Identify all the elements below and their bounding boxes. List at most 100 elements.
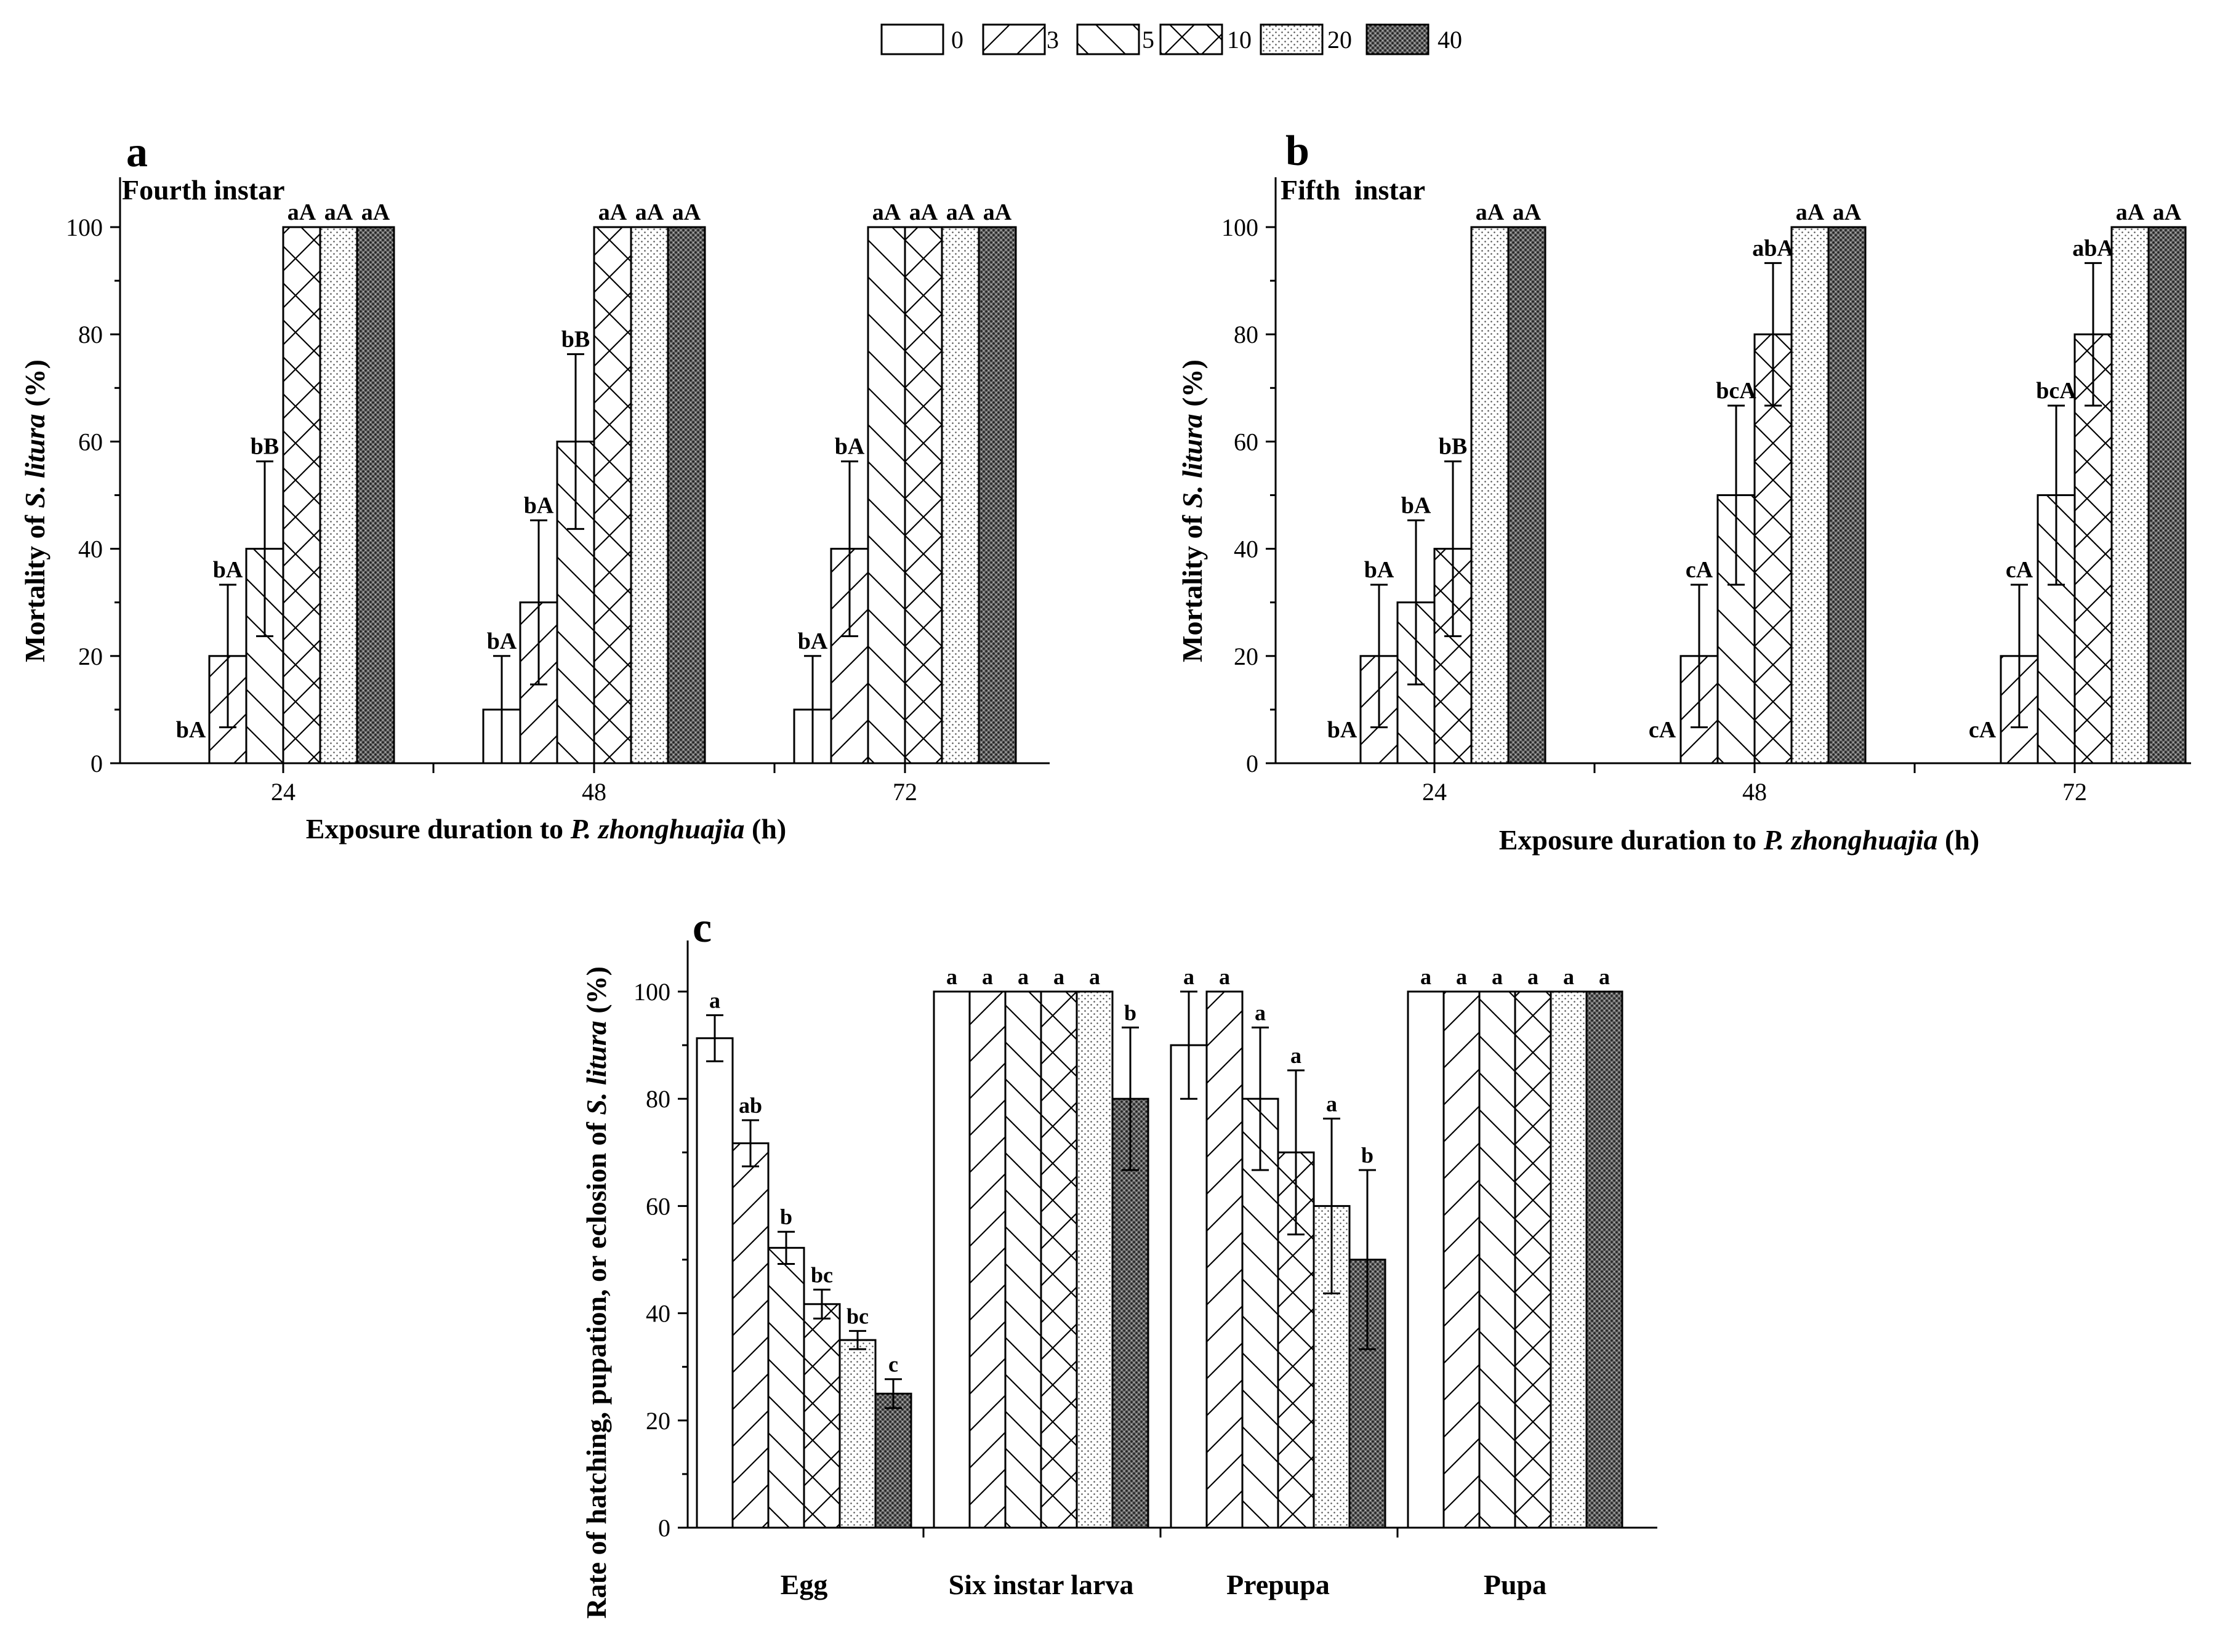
panel-b-significance-label: aA <box>1796 199 1825 225</box>
panel-a-bar-48-20 <box>630 226 669 764</box>
panel-b-bar-48-40 <box>1827 226 1867 764</box>
panel-c-bar-pupa-3 <box>1442 990 1481 1529</box>
panel-a-category-label: 48 <box>582 778 606 806</box>
panel-c-y-axis-label: Rate of hatching, pupation, or eclosion … <box>581 966 612 1619</box>
panel-b-significance-label: abA <box>1752 235 1794 261</box>
panel-c-significance-label: a <box>946 964 957 989</box>
panel-c-bar-egg-40 <box>874 1392 912 1529</box>
panel-b-significance-label: aA <box>2153 199 2182 225</box>
panel-b-letter: b <box>1285 127 1309 175</box>
panel-c-y-tick-label: 40 <box>646 1300 670 1328</box>
panel-c-bar-pupa-10 <box>1514 990 1552 1529</box>
panel-b: b Fifth instar Exposure duration to P. z… <box>1176 127 2191 856</box>
panel-c-y-tick-label: 80 <box>646 1085 670 1113</box>
legend-label-0: 0 <box>951 26 963 54</box>
panel-a-bar-72-10 <box>904 226 943 764</box>
panel-b-category-label: 72 <box>2062 778 2087 806</box>
panel-b-significance-label: aA <box>1476 199 1505 225</box>
legend-label-10: 10 <box>1227 26 1252 54</box>
panel-a-significance-label: bA <box>176 717 206 743</box>
panel-a-significance-label: aA <box>946 199 975 225</box>
panel-a: a Fourth instar Exposure duration to P. … <box>19 129 1050 844</box>
panel-b-significance-label: bA <box>1327 717 1357 743</box>
panel-c-bar-pupa-0 <box>1407 990 1445 1529</box>
panel-b-y-tick-label: 0 <box>1246 750 1258 777</box>
panel-c-significance-label: a <box>1053 964 1064 989</box>
panel-c-significance-label: bc <box>847 1304 869 1328</box>
panel-c-category-label: Prepupa <box>1226 1569 1330 1600</box>
legend-label-5: 5 <box>1142 26 1154 54</box>
legend-label-40: 40 <box>1438 26 1462 54</box>
panel-c-significance-label: a <box>1219 964 1230 989</box>
panel-b-significance-label: cA <box>1969 717 1997 743</box>
panel-b-significance-label: bA <box>1401 492 1431 518</box>
panel-c-y-tick-label: 100 <box>633 978 670 1006</box>
panel-c-bar-egg-5 <box>767 1246 805 1529</box>
panel-c-bar-egg-0 <box>696 1037 734 1529</box>
legend-swatch-20 <box>1260 23 1324 55</box>
panel-a-bar-48-10 <box>593 226 632 764</box>
panel-a-significance-label: aA <box>324 199 353 225</box>
panel-c-significance-label: a <box>1018 964 1029 989</box>
panel-b-bar-72-40 <box>2147 226 2187 764</box>
panel-c-bar-egg-3 <box>731 1142 770 1529</box>
panel-c-bar-egg-10 <box>803 1303 841 1529</box>
panel-c-y-tick-label: 20 <box>646 1407 670 1435</box>
panel-a-bar-24-40 <box>356 226 395 764</box>
panel-a-significance-label: bA <box>798 628 828 654</box>
panel-c-bar-six-instar-larva-20 <box>1076 990 1114 1529</box>
panel-b-x-axis-label: Exposure duration to P. zhonghuajia (h) <box>1499 824 1980 856</box>
panel-c-significance-label: a <box>1456 964 1467 989</box>
panel-a-x-axis-label: Exposure duration to P. zhonghuajia (h) <box>306 813 787 844</box>
panel-c-bar-six-instar-larva-10 <box>1040 990 1078 1529</box>
panel-c-bar-pupa-5 <box>1478 990 1516 1529</box>
panel-b-y-tick-label: 20 <box>1234 643 1258 670</box>
panel-c-significance-label: bc <box>811 1262 833 1287</box>
panel-b-bar-72-20 <box>2110 226 2150 764</box>
panel-b-significance-label: bcA <box>2036 378 2077 404</box>
panel-c-bar-six-instar-larva-0 <box>933 990 971 1529</box>
panel-b-bar-24-40 <box>1507 226 1546 764</box>
panel-b-significance-label: cA <box>2006 557 2033 583</box>
panel-c-significance-label: c <box>888 1352 898 1377</box>
panel-a-plot: 0 20 40 60 80 100 24 bA bA bB aA aA aA 48 bA bA bB aA aA aA… <box>66 177 1050 806</box>
panel-c-significance-label: a <box>1527 964 1538 989</box>
panel-c-significance-label: a <box>1563 964 1574 989</box>
panel-c-significance-label: ab <box>739 1093 762 1118</box>
panel-a-significance-label: bB <box>561 326 590 352</box>
panel-c-significance-label: a <box>1492 964 1503 989</box>
panel-c-bar-pupa-20 <box>1550 990 1588 1529</box>
panel-a-letter: a <box>126 129 148 176</box>
panel-c-bar-prepupa-0 <box>1170 1044 1208 1529</box>
panel-c-significance-label: b <box>1361 1143 1373 1168</box>
panel-b-bar-24-20 <box>1470 226 1510 764</box>
panel-a-significance-label: aA <box>288 199 316 225</box>
panel-c-significance-label: a <box>1420 964 1431 989</box>
panel-b-y-tick-label: 80 <box>1234 321 1258 348</box>
legend-label-3: 3 <box>1047 26 1059 54</box>
panel-c-significance-label: a <box>1255 1000 1266 1025</box>
panel-b-subtitle: Fifth instar <box>1281 174 1425 206</box>
panel-b-y-tick-label: 60 <box>1234 428 1258 455</box>
panel-a-significance-label: aA <box>983 199 1012 225</box>
panel-b-significance-label: bA <box>1364 557 1394 583</box>
panel-b-significance-label: cA <box>1686 557 1713 583</box>
panel-a-significance-label: aA <box>635 199 664 225</box>
panel-b-significance-label: cA <box>1649 717 1676 743</box>
panel-a-bar-48-40 <box>667 226 706 764</box>
panel-b-category-label: 48 <box>1742 778 1767 806</box>
panel-a-bar-72-20 <box>941 226 980 764</box>
panel-a-y-tick-label: 20 <box>78 643 103 670</box>
panel-b-category-label: 24 <box>1422 778 1447 806</box>
panel-a-significance-label: bA <box>524 492 554 518</box>
panel-a-bar-24-20 <box>319 226 358 764</box>
panel-a-y-axis-label: Mortality of S. litura (%) <box>19 359 50 662</box>
panel-c-category-label: Egg <box>781 1569 828 1600</box>
panel-b-y-tick-label: 100 <box>1221 214 1258 241</box>
panel-c-category-label: Six instar larva <box>949 1569 1134 1600</box>
legend-swatch-3 <box>982 23 1046 55</box>
panel-a-y-tick-label: 0 <box>90 750 103 777</box>
